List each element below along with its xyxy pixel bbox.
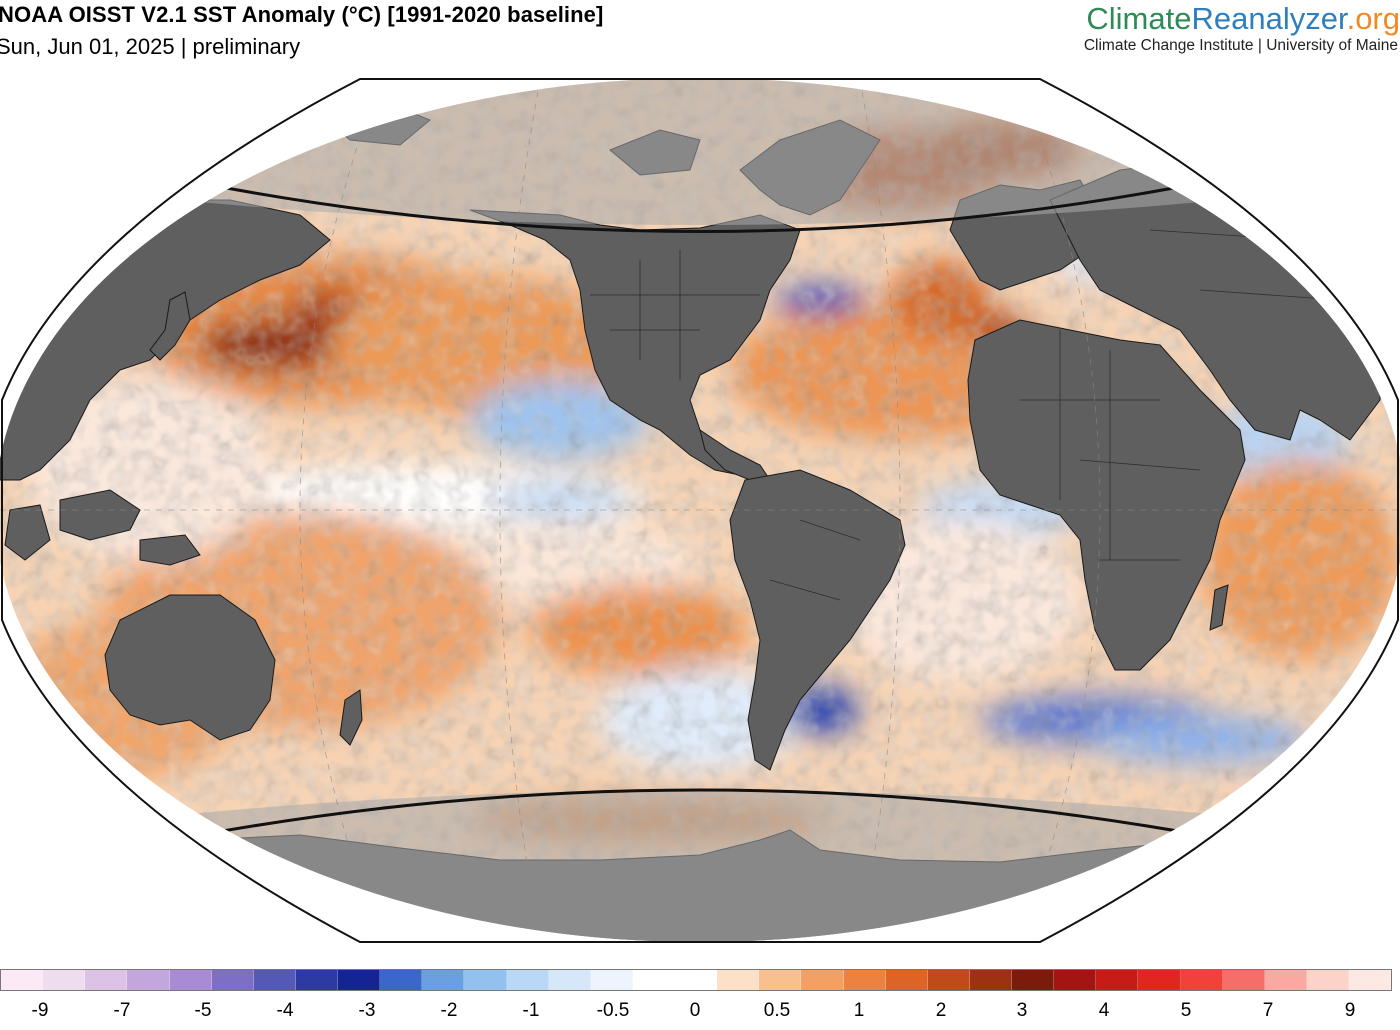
brand-logo-text[interactable]: ClimateReanalyzer.org xyxy=(1084,0,1400,38)
colorbar-segment xyxy=(380,970,423,990)
colorbar-segment xyxy=(295,970,338,990)
colorbar-tick-label: -1 xyxy=(522,1000,540,1021)
colorbar-tick-label: 1 xyxy=(853,1000,865,1021)
colorbar-segment xyxy=(759,970,802,990)
colorbar-segment xyxy=(843,970,886,990)
colorbar-segment xyxy=(169,970,212,990)
colorbar-labels: -9 -7 -5 -4 -3 -2 -1 -0.5 0 0.5 1 2 3 4 5 7 9 xyxy=(0,1000,1400,1030)
colorbar-segment xyxy=(675,970,718,990)
antarctic-boundary xyxy=(199,788,1201,837)
colorbar-segment xyxy=(927,970,970,990)
colorbar-tick-label: 0.5 xyxy=(763,1000,791,1021)
colorbar-segment xyxy=(632,970,675,990)
colorbar-tick-label: -7 xyxy=(113,1000,131,1021)
sst-anomaly-map xyxy=(0,78,1400,943)
colorbar-segment xyxy=(85,970,128,990)
antarctic-mask xyxy=(0,790,1400,942)
colorbar-segment xyxy=(1054,970,1097,990)
colorbar-segment xyxy=(338,970,381,990)
colorbar-segment xyxy=(1,970,44,990)
colorbar-segment xyxy=(969,970,1012,990)
colorbar-segment xyxy=(801,970,844,990)
colorbar-segment xyxy=(1306,970,1349,990)
colorbar-tick-label: 3 xyxy=(1016,1000,1028,1021)
colorbar-segment xyxy=(506,970,549,990)
brand-name-part3: .org xyxy=(1346,1,1400,36)
colorbar-segment xyxy=(717,970,760,990)
page-title: NOAA OISST V2.1 SST Anomaly (°C) [1991-2… xyxy=(0,2,604,27)
colorbar-tick-label: -2 xyxy=(440,1000,458,1021)
colorbar xyxy=(0,969,1392,991)
colorbar-tick-label: -0.5 xyxy=(596,1000,630,1021)
colorbar-segment xyxy=(1138,970,1181,990)
colorbar-segment xyxy=(548,970,591,990)
colorbar-tick-label: -3 xyxy=(358,1000,376,1021)
colorbar-segment xyxy=(1222,970,1265,990)
colorbar-segment xyxy=(1012,970,1055,990)
colorbar-tick-label: -4 xyxy=(276,1000,294,1021)
colorbar-segment xyxy=(1180,970,1223,990)
globe-outline xyxy=(1,78,1399,943)
brand-name-part2: Reanalyzer xyxy=(1191,1,1347,36)
colorbar-segment xyxy=(253,970,296,990)
colorbar-segment xyxy=(43,970,86,990)
colorbar-segment xyxy=(422,970,465,990)
colorbar-segment xyxy=(885,970,928,990)
colorbar-tick-label: 2 xyxy=(935,1000,947,1021)
colorbar-segment xyxy=(464,970,507,990)
colorbar-tick-label: -5 xyxy=(194,1000,212,1021)
graticule xyxy=(0,79,1400,941)
colorbar-tick-label: 0 xyxy=(689,1000,701,1021)
brand-affiliation: Climate Change Institute | University of… xyxy=(1083,37,1398,54)
colorbar-tick-label: 5 xyxy=(1180,1000,1192,1021)
colorbar-segment xyxy=(1096,970,1139,990)
colorbar-tick-label: -9 xyxy=(31,1000,49,1021)
colorbar-segment xyxy=(590,970,633,990)
colorbar-segment xyxy=(127,970,170,990)
arctic-boundary xyxy=(199,181,1201,233)
colorbar-tick-label: 7 xyxy=(1262,1000,1274,1021)
colorbar-segment xyxy=(1264,970,1307,990)
colorbar-segment xyxy=(1349,970,1392,990)
brand-name-part1: Climate xyxy=(1086,1,1192,36)
colorbar-segment xyxy=(211,970,254,990)
arctic-mask xyxy=(0,78,1400,225)
date-subtitle: Sun, Jun 01, 2025 | preliminary xyxy=(0,34,301,59)
colorbar-tick-label: 9 xyxy=(1344,1000,1356,1021)
brand-block[interactable]: ClimateReanalyzer.org Climate Change Ins… xyxy=(1084,0,1400,55)
colorbar-tick-label: 4 xyxy=(1098,1000,1110,1021)
